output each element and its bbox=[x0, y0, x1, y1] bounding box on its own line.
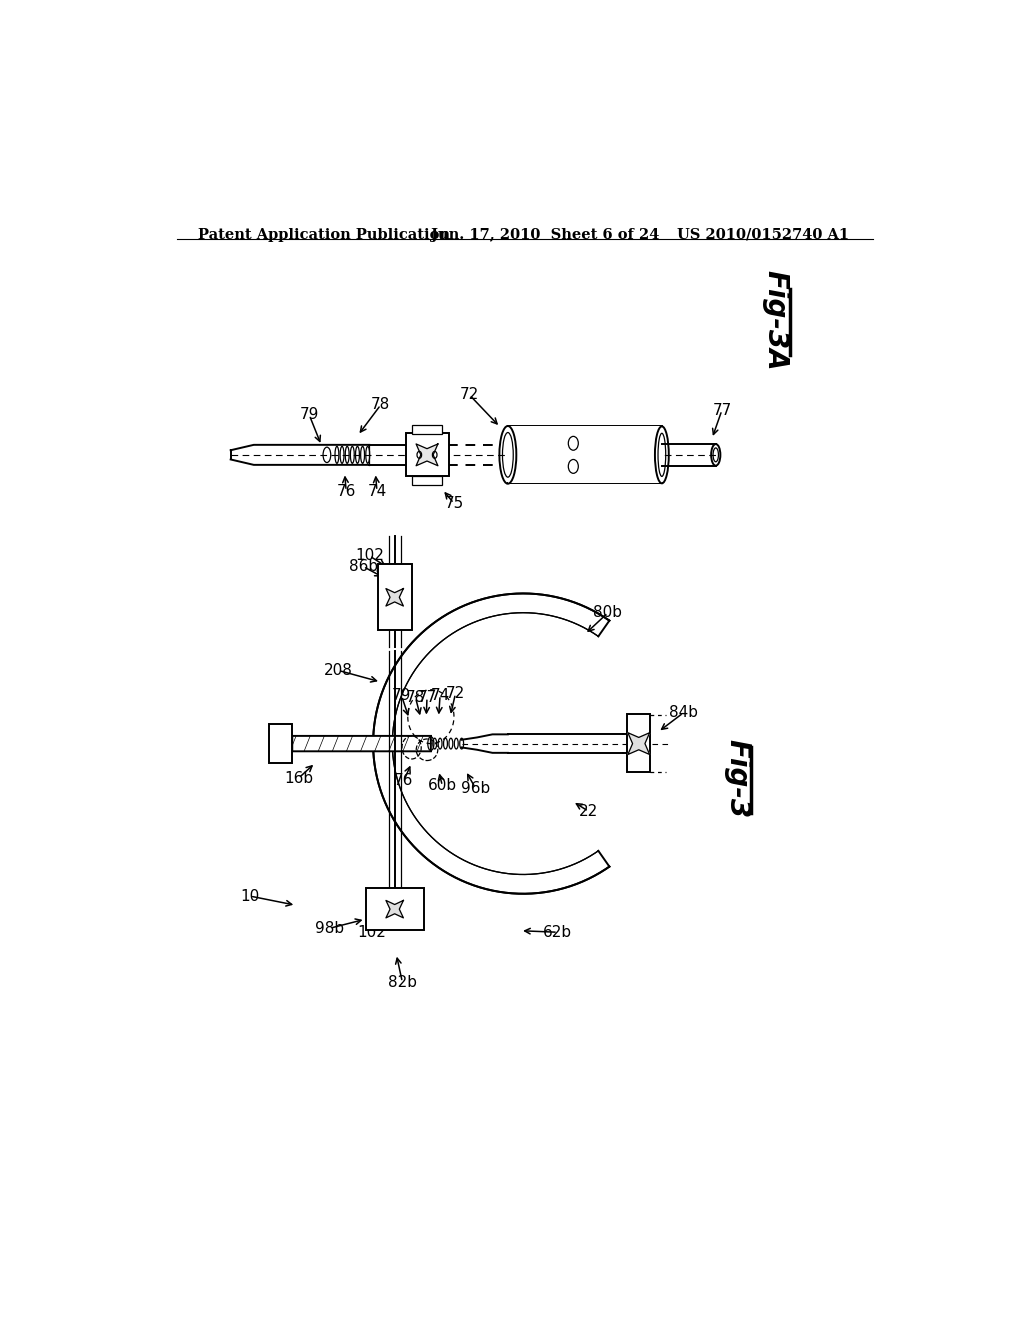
Text: Jun. 17, 2010  Sheet 6 of 24: Jun. 17, 2010 Sheet 6 of 24 bbox=[431, 227, 659, 242]
Text: 82b: 82b bbox=[388, 974, 417, 990]
Text: 79: 79 bbox=[299, 408, 318, 422]
Bar bbox=[367, 887, 424, 929]
Text: 16b: 16b bbox=[284, 771, 313, 785]
Text: 77: 77 bbox=[713, 403, 731, 417]
Polygon shape bbox=[373, 594, 609, 894]
Text: 74: 74 bbox=[368, 483, 387, 499]
Text: 102: 102 bbox=[357, 925, 386, 940]
Text: 77: 77 bbox=[418, 690, 436, 705]
FancyBboxPatch shape bbox=[292, 737, 431, 751]
Polygon shape bbox=[628, 733, 649, 755]
Text: 60b: 60b bbox=[428, 779, 457, 793]
Text: 208: 208 bbox=[324, 663, 353, 678]
Bar bbox=[407, 433, 449, 475]
Text: 76: 76 bbox=[337, 483, 356, 499]
Text: 96b: 96b bbox=[461, 780, 490, 796]
Text: 102: 102 bbox=[355, 548, 384, 564]
Bar bbox=[378, 564, 413, 630]
Text: 98b: 98b bbox=[314, 921, 344, 936]
Text: 84b: 84b bbox=[669, 705, 698, 721]
Bar bbox=[269, 725, 292, 763]
Bar bbox=[412, 475, 442, 484]
Text: Fig-3A: Fig-3A bbox=[762, 269, 790, 371]
Text: 22: 22 bbox=[580, 804, 598, 818]
Text: 79: 79 bbox=[392, 688, 412, 704]
Text: 72: 72 bbox=[445, 686, 465, 701]
Polygon shape bbox=[386, 589, 403, 606]
Polygon shape bbox=[416, 444, 438, 466]
Text: 10: 10 bbox=[241, 888, 259, 904]
Bar bbox=[628, 714, 650, 772]
Bar bbox=[412, 425, 442, 434]
Text: 74: 74 bbox=[430, 688, 450, 702]
Text: Fig-3: Fig-3 bbox=[723, 739, 752, 818]
Text: 75: 75 bbox=[444, 496, 464, 511]
Text: 78: 78 bbox=[371, 397, 390, 412]
Text: 62b: 62b bbox=[544, 925, 572, 940]
Text: 76: 76 bbox=[394, 774, 414, 788]
Text: 78: 78 bbox=[406, 690, 425, 705]
Bar bbox=[508, 426, 662, 483]
Text: US 2010/0152740 A1: US 2010/0152740 A1 bbox=[677, 227, 849, 242]
Text: Patent Application Publication: Patent Application Publication bbox=[199, 227, 451, 242]
Text: 72: 72 bbox=[460, 387, 479, 403]
Text: 80b: 80b bbox=[594, 605, 623, 620]
Polygon shape bbox=[386, 900, 403, 917]
Text: 86b: 86b bbox=[348, 558, 378, 574]
